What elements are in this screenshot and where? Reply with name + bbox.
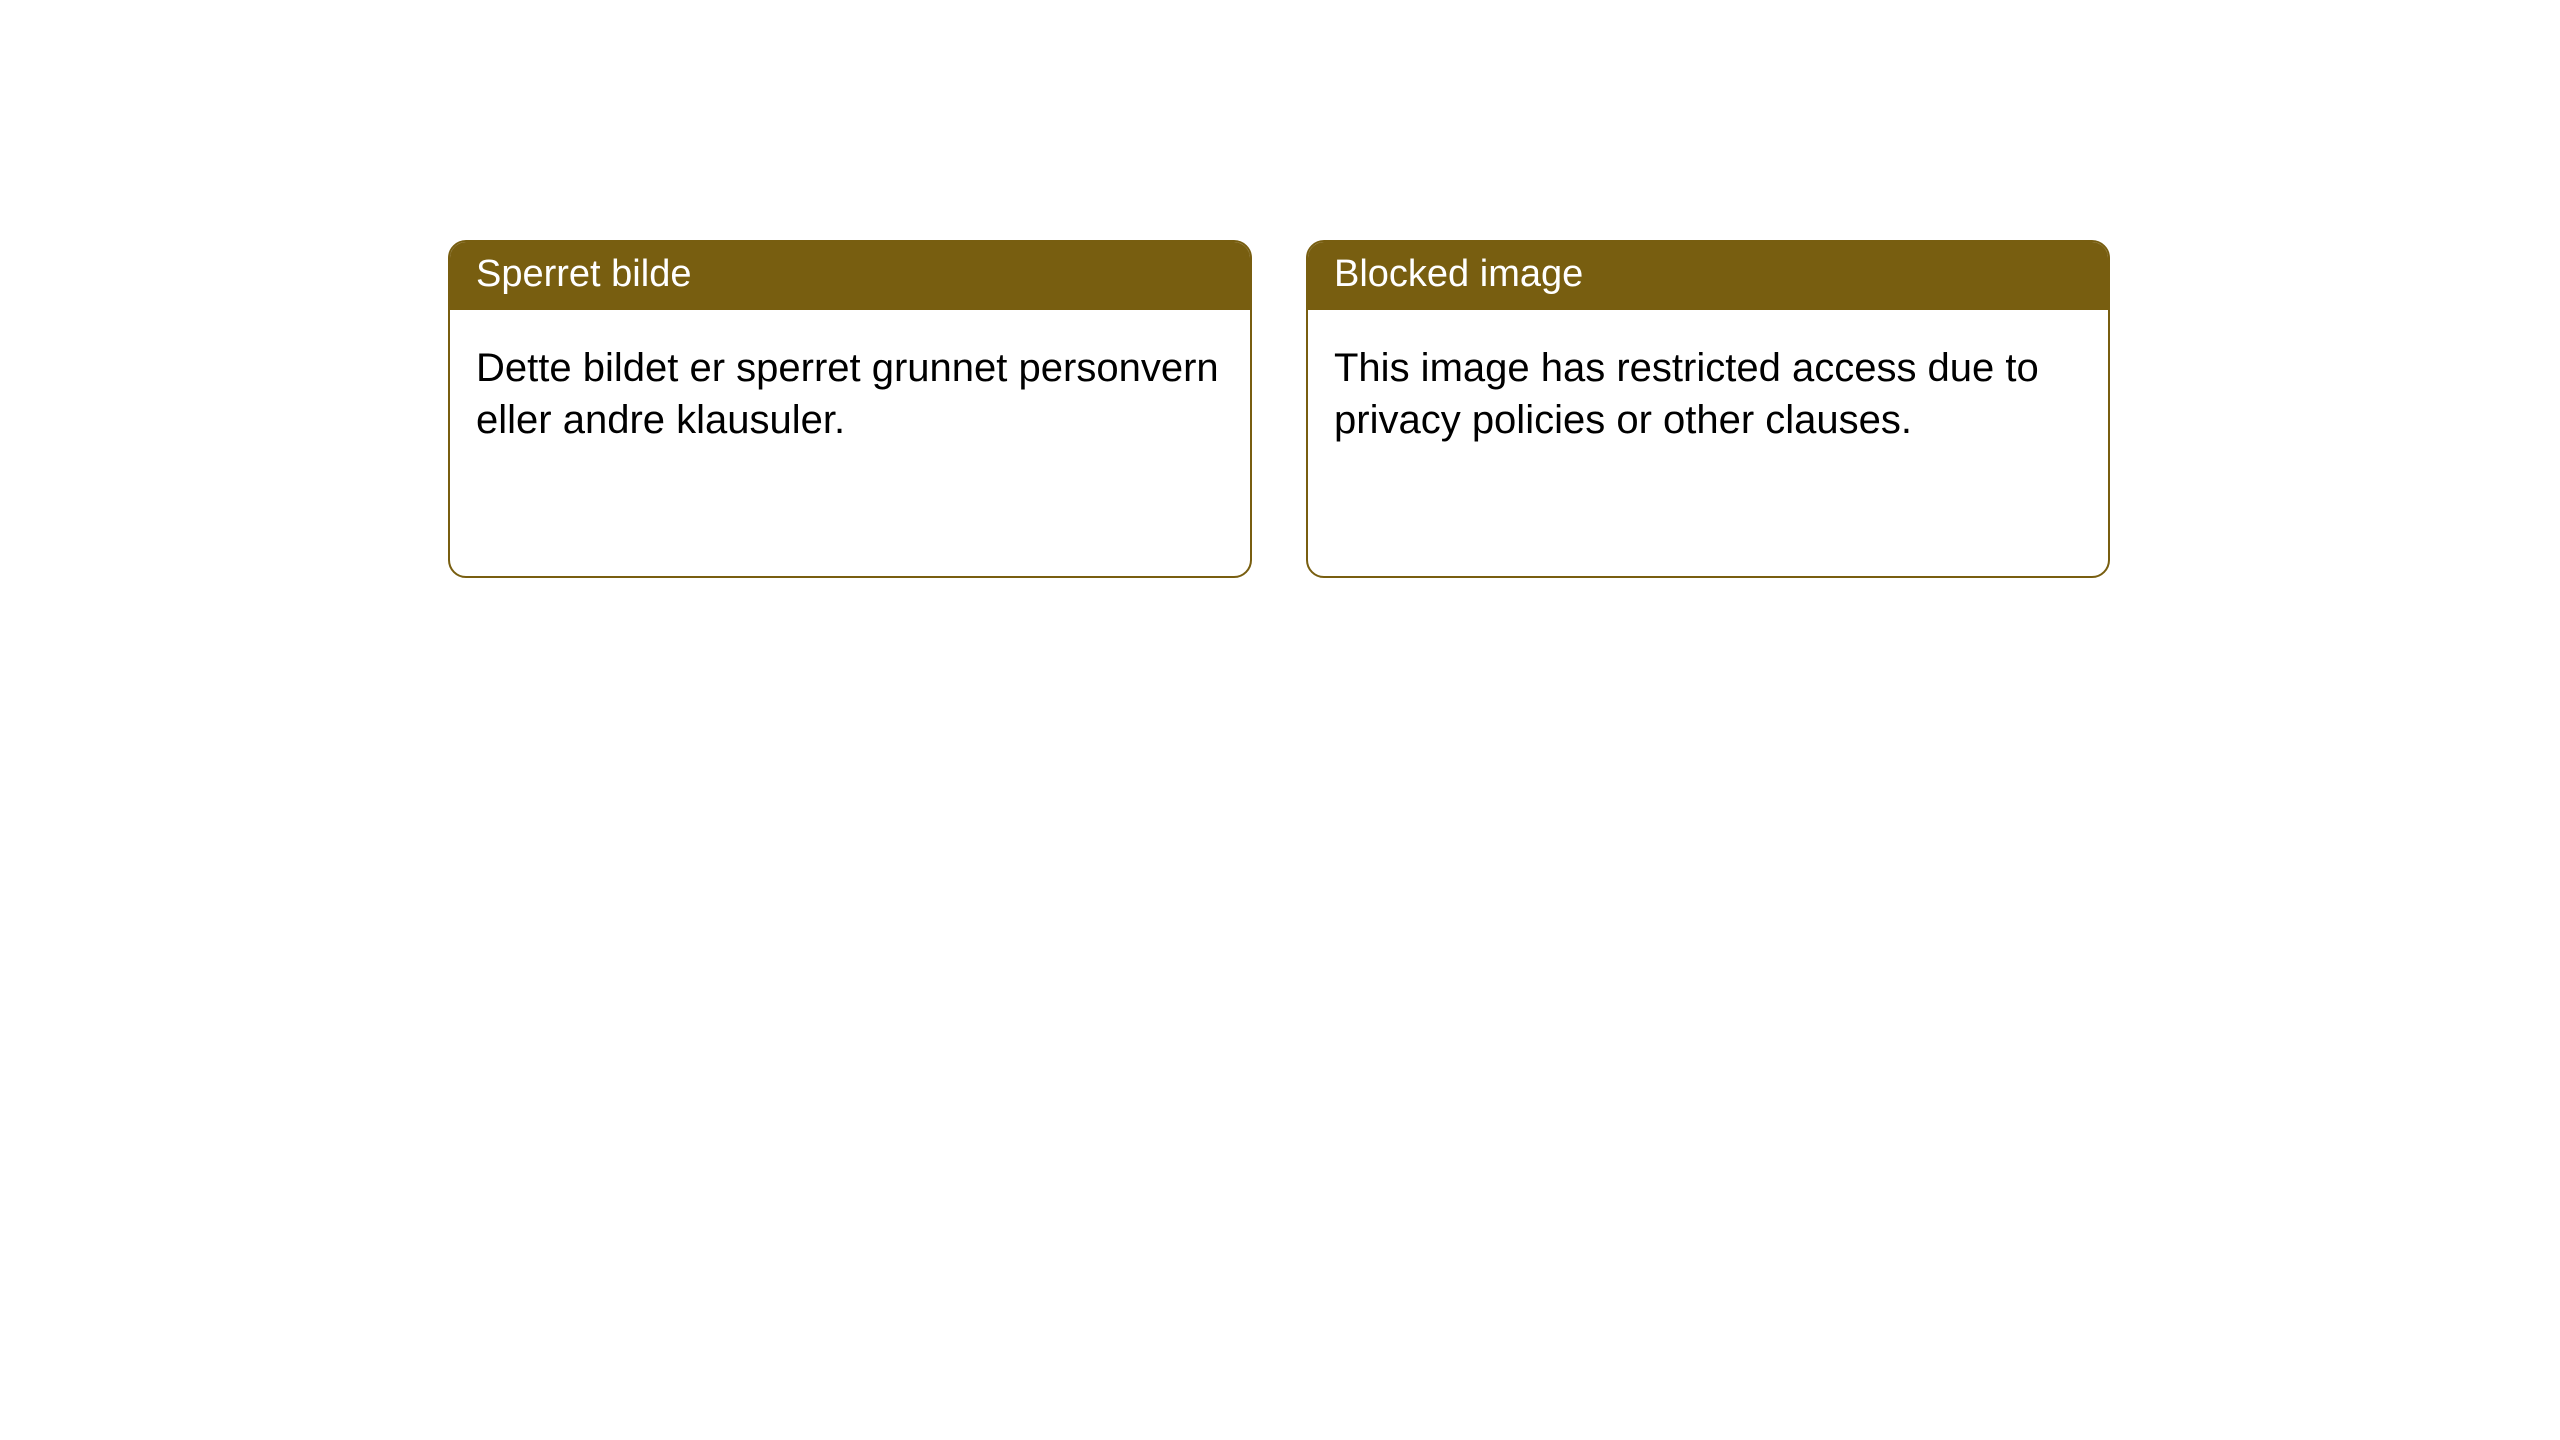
- notice-cards-container: Sperret bilde Dette bildet er sperret gr…: [0, 0, 2560, 578]
- notice-card-body: Dette bildet er sperret grunnet personve…: [450, 310, 1250, 478]
- notice-card-header: Sperret bilde: [450, 242, 1250, 310]
- notice-card-body: This image has restricted access due to …: [1308, 310, 2108, 478]
- notice-card-norwegian: Sperret bilde Dette bildet er sperret gr…: [448, 240, 1252, 578]
- notice-card-header: Blocked image: [1308, 242, 2108, 310]
- notice-card-english: Blocked image This image has restricted …: [1306, 240, 2110, 578]
